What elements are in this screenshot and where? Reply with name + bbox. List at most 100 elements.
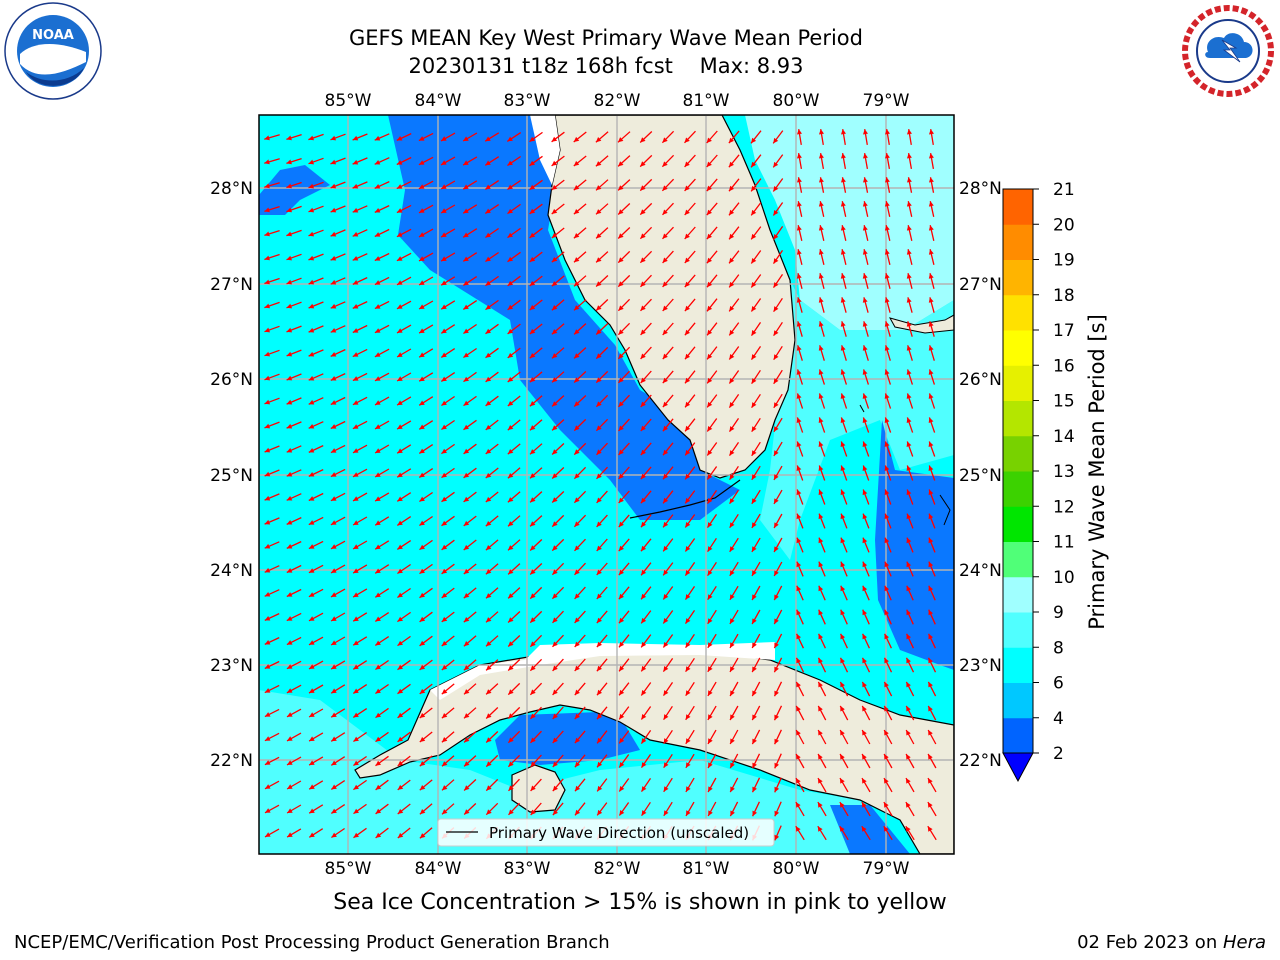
wave-arrow-head [862, 537, 868, 544]
wave-arrow-head [618, 593, 624, 600]
wave-arrow-head [618, 545, 624, 552]
wave-arrow-head [640, 281, 646, 287]
wave-arrow-head [264, 351, 270, 357]
colorbar-tick-label: 14 [1053, 427, 1075, 447]
wave-arrow-head [818, 249, 824, 255]
wave-arrow-head [374, 160, 381, 165]
wave-arrow-head [883, 802, 889, 808]
wave-arrow-head [286, 568, 293, 573]
wave-arrow-head [684, 137, 690, 143]
wave-arrow-head [773, 186, 779, 192]
wave-arrow-head [529, 401, 536, 407]
wave-arrow-head [840, 681, 845, 688]
lon-labels-bottom: 85°W 84°W 83°W 82°W 81°W 80°W 79°W [325, 859, 910, 879]
wave-arrow-head [795, 802, 801, 808]
wave-arrow-head [396, 184, 403, 189]
wave-arrow-head [419, 400, 425, 406]
wave-arrow-head [906, 778, 911, 784]
wave-arrow-head [353, 544, 359, 549]
wave-arrow-head [441, 352, 447, 358]
wave-arrow-head [419, 304, 425, 309]
wave-arrow-head [619, 762, 625, 768]
wave-arrow-head [573, 233, 580, 239]
wave-arrow-head [685, 666, 691, 672]
wave-arrow-head [286, 135, 292, 141]
wave-arrow-head [374, 304, 381, 309]
wave-arrow-head [862, 730, 867, 736]
period-field-2-4-east [875, 420, 954, 670]
wave-arrow-head [330, 303, 337, 309]
wave-arrow-head [884, 561, 890, 568]
wave-arrow-head [485, 545, 492, 551]
wave-arrow-head [287, 832, 293, 838]
wave-arrow-head [818, 513, 824, 520]
wave-arrow-head [618, 377, 624, 383]
wave-arrow-head [530, 665, 536, 671]
wave-arrow-head [796, 561, 802, 568]
wave-arrow-head [574, 521, 580, 527]
wave-arrow-head [928, 754, 933, 760]
wave-arrow-head [352, 400, 359, 405]
wave-arrow-head [397, 424, 403, 430]
wave-arrow-head [286, 664, 293, 669]
wave-arrow-head [752, 618, 757, 624]
wave-arrow-head [927, 802, 933, 808]
land-florida [547, 115, 796, 479]
wave-arrow-head [596, 449, 602, 455]
wave-arrow-head [264, 543, 271, 549]
wave-arrow-head [309, 712, 315, 717]
wave-arrow-head [264, 471, 271, 477]
wave-arrow-head [929, 153, 934, 159]
wave-arrow-head [796, 273, 802, 279]
wave-arrow-head [330, 376, 337, 381]
wave-arrow-head [729, 426, 735, 432]
wave-arrow-head [906, 297, 912, 303]
wave-arrow-head [551, 208, 558, 214]
wave-arrow-head [574, 713, 580, 720]
wave-arrow-head [530, 545, 536, 551]
wave-arrow-head [486, 761, 492, 767]
wave-arrow-head [619, 689, 625, 696]
period-field-6-8-east [760, 250, 954, 560]
footer-host: Hera [1222, 932, 1266, 953]
wave-arrow-head [774, 498, 779, 504]
wave-arrow-head [729, 281, 735, 288]
wave-arrow-head [730, 786, 735, 793]
wave-arrow-head [596, 401, 602, 407]
wave-arrow-head [463, 665, 470, 671]
wave-arrow-head [906, 754, 911, 760]
lon-label: 83°W [504, 91, 551, 111]
wave-arrow-head [840, 201, 846, 207]
wave-arrow-head [685, 786, 691, 792]
wave-arrow-head [286, 207, 292, 213]
wave-arrow-head [751, 185, 757, 192]
wave-arrow-head [574, 761, 580, 768]
wave-arrow-head [906, 513, 912, 520]
wave-arrow-head [774, 642, 779, 649]
wave-arrow-head [773, 450, 779, 456]
wave-arrow-head [618, 425, 624, 431]
wave-arrow-head [796, 657, 801, 664]
wave-arrow-head [640, 449, 646, 456]
wave-arrow-head [419, 208, 425, 213]
wave-arrow-head [707, 377, 713, 384]
wave-arrow-head [752, 738, 757, 745]
wave-arrow-head [907, 153, 912, 159]
wave-arrow-head [663, 545, 669, 552]
wave-arrow-head [463, 496, 470, 502]
wave-arrow-head [552, 665, 558, 671]
colorbar-label: Primary Wave Mean Period [s] [1085, 314, 1109, 630]
wave-arrow-head [796, 417, 802, 423]
wave-arrow-head [796, 321, 802, 327]
wave-arrow-head [884, 585, 890, 592]
wave-arrow-head [840, 369, 846, 375]
wave-arrow-head [375, 544, 381, 550]
wave-arrow-head [286, 279, 292, 285]
wave-arrow-head [552, 593, 558, 599]
lon-labels-top: 85°W 84°W 83°W 82°W 81°W 80°W 79°W [325, 91, 910, 111]
wave-arrow-head [684, 329, 690, 336]
wave-arrow-head [685, 642, 691, 648]
wave-arrow-head [773, 234, 779, 240]
wave-arrow-head [375, 688, 381, 694]
wave-arrow-head [663, 666, 669, 672]
